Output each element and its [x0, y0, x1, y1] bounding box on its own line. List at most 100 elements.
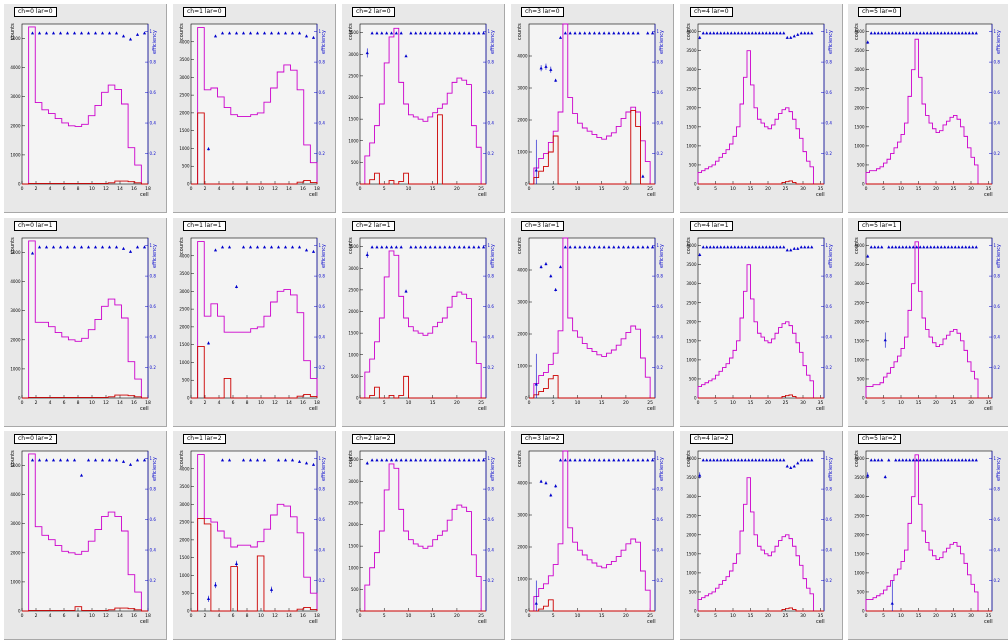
efficiency-point [409, 31, 413, 35]
efficiency-point [736, 31, 740, 35]
x-axis-label: cell [478, 406, 487, 412]
efficiency-point [220, 31, 225, 35]
efficiency-point [925, 31, 929, 35]
x-tick-label: 5 [383, 400, 386, 406]
x-axis-label: cell [309, 406, 318, 412]
x-tick-label: 25 [783, 186, 789, 192]
efficiency-point [761, 31, 765, 35]
x-tick-label: 5 [552, 400, 555, 406]
efficiency-point [967, 31, 971, 35]
plot-frame [359, 450, 487, 612]
pad-title: ch=2 lar=1 [352, 221, 395, 231]
efficiency-point [433, 245, 437, 249]
x-tick-label: 15 [430, 400, 436, 406]
y2-tick-label: 1 [994, 243, 997, 248]
y2-tick-label: 0.8 [319, 487, 326, 492]
efficiency-point [943, 245, 947, 249]
plot-frame [865, 450, 993, 612]
y2-tick-label: 1 [826, 456, 829, 461]
y-tick-label: 4000 [854, 29, 865, 34]
y-axis-label: counts [179, 23, 185, 40]
x-tick-label: 10 [898, 186, 904, 192]
efficiency-point [578, 31, 582, 35]
x-axis-label: cell [140, 619, 149, 625]
y-tick-label: 0 [525, 396, 528, 401]
efficiency-point [922, 245, 926, 249]
efficiency-point [621, 31, 626, 35]
y-axis-label: counts [854, 23, 860, 40]
efficiency-point [631, 31, 635, 35]
efficiency-point [729, 458, 733, 462]
y2-axis-label: efficiency [659, 243, 665, 268]
y2-tick-label: 1 [150, 243, 153, 248]
x-tick-label: 10 [898, 613, 904, 619]
y-tick-label: 2500 [686, 300, 697, 305]
efficiency-point [626, 31, 630, 35]
efficiency-point [44, 245, 49, 249]
x-axis-label: cell [478, 192, 487, 198]
efficiency-point [558, 35, 563, 39]
efficiency-point [227, 458, 232, 462]
efficiency-point [549, 493, 553, 497]
efficiency-point [297, 245, 302, 249]
efficiency-point [796, 461, 800, 465]
efficiency-point [563, 458, 567, 462]
efficiency-point [583, 31, 587, 35]
efficiency-point [722, 458, 726, 462]
x-tick-label: 8 [246, 400, 249, 406]
y2-axis-label: efficiency [321, 29, 327, 54]
y2-tick-label: 0.6 [488, 304, 495, 309]
efficiency-point [79, 31, 84, 35]
pad-title: ch=4 lar=2 [690, 434, 733, 444]
y-tick-label: 1000 [10, 366, 21, 371]
efficiency-point [462, 245, 466, 249]
x-tick-label: 2 [35, 613, 38, 619]
efficiency-point [883, 475, 887, 479]
efficiency-point [876, 31, 880, 35]
y-tick-label: 1500 [854, 124, 865, 129]
efficiency-point [283, 245, 288, 249]
efficiency-point [974, 245, 978, 249]
x-tick-label: 10 [89, 400, 95, 406]
efficiency-point [761, 458, 765, 462]
efficiency-point [394, 458, 398, 462]
y-tick-label: 1500 [179, 342, 190, 347]
efficiency-point [213, 248, 218, 252]
y-tick-label: 2000 [10, 337, 21, 342]
y-tick-label: 500 [857, 376, 865, 381]
y-tick-label: 0 [18, 609, 21, 614]
y-tick-label: 4000 [517, 268, 528, 273]
y-tick-label: 1000 [517, 577, 528, 582]
efficiency-point [747, 245, 751, 249]
x-tick-label: 15 [916, 613, 922, 619]
pad-title: ch=4 lar=1 [690, 221, 733, 231]
efficiency-point [472, 458, 476, 462]
efficiency-point [100, 31, 105, 35]
plot-frame [190, 450, 318, 612]
x-tick-label: 20 [765, 186, 771, 192]
efficiency-point [964, 458, 968, 462]
histogram-svg: 0 5 10 15 20 25 30 35 0 500 1000 1500 2000 2500 3000 35… [686, 237, 832, 406]
y2-tick-label: 0.2 [657, 365, 664, 370]
efficiency-point [457, 245, 461, 249]
counts-bad-histogram [22, 394, 148, 399]
y-tick-label: 500 [689, 162, 697, 167]
y2-axis-label: efficiency [828, 456, 834, 481]
x-tick-label: 25 [951, 613, 957, 619]
efficiency-point [121, 459, 126, 463]
x-tick-label: 8 [77, 186, 80, 192]
y2-tick-label: 0.2 [657, 578, 664, 583]
efficiency-point [936, 458, 940, 462]
counts-bad-histogram [22, 180, 148, 185]
y2-tick-label: 0.8 [994, 60, 1001, 65]
y2-axis-label: efficiency [490, 29, 496, 54]
efficiency-point [876, 458, 880, 462]
y2-tick-label: 0.4 [657, 548, 664, 553]
efficiency-point [726, 458, 730, 462]
plot-frame [697, 23, 825, 185]
efficiency-point [30, 31, 35, 35]
efficiency-point [365, 51, 369, 55]
x-tick-label: 25 [951, 400, 957, 406]
efficiency-point [385, 458, 389, 462]
efficiency-point [747, 458, 751, 462]
